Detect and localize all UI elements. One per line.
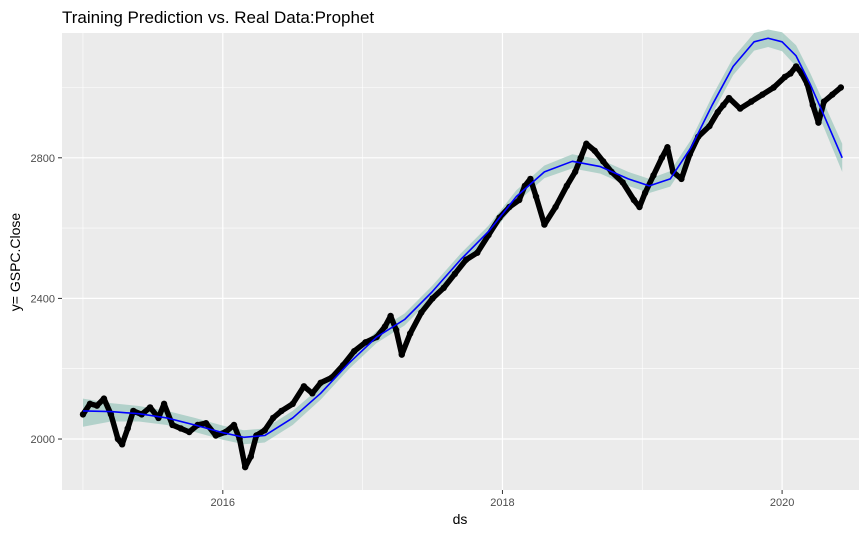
gridlines bbox=[62, 33, 859, 490]
actual-point bbox=[809, 101, 817, 109]
actual-point bbox=[571, 168, 579, 176]
actual-point bbox=[100, 395, 108, 402]
actual-point bbox=[829, 91, 836, 98]
actual-point bbox=[787, 70, 794, 77]
actual-point bbox=[247, 453, 254, 460]
chart-title: Training Prediction vs. Real Data:Prophe… bbox=[62, 8, 374, 27]
actual-point bbox=[186, 428, 193, 436]
actual-point bbox=[792, 63, 800, 70]
actual-point bbox=[387, 312, 394, 320]
actual-point bbox=[641, 189, 649, 197]
actual-point bbox=[619, 179, 626, 186]
actual-point bbox=[736, 105, 744, 112]
y-axis-title: y= GSPC.Close bbox=[7, 213, 23, 312]
actual-point bbox=[230, 421, 238, 429]
actual-point bbox=[351, 347, 358, 355]
actual-point bbox=[591, 147, 598, 154]
actual-point bbox=[636, 203, 643, 211]
actual-point bbox=[406, 330, 414, 337]
actual-point bbox=[177, 425, 185, 432]
actual-point bbox=[278, 407, 285, 415]
actual-point bbox=[658, 154, 666, 161]
actual-point bbox=[583, 140, 590, 147]
actual-point bbox=[241, 463, 249, 471]
actual-point bbox=[706, 122, 713, 130]
actual-point bbox=[462, 256, 470, 263]
actual-points-layer bbox=[79, 63, 845, 471]
actual-point bbox=[300, 383, 308, 390]
x-tick-label: 2018 bbox=[490, 497, 514, 509]
actual-point bbox=[86, 400, 94, 408]
actual-point bbox=[289, 400, 296, 408]
actual-point bbox=[440, 284, 447, 292]
actual-point bbox=[516, 196, 523, 204]
actual-point bbox=[146, 404, 154, 411]
actual-point bbox=[362, 339, 369, 346]
y-tick-label: 2400 bbox=[31, 293, 55, 305]
y-tick-label: 2800 bbox=[31, 153, 55, 165]
actual-point bbox=[261, 427, 268, 434]
actual-point bbox=[527, 175, 534, 183]
actual-point bbox=[506, 203, 513, 211]
actual-point bbox=[451, 270, 459, 278]
prediction-line-layer bbox=[82, 37, 843, 439]
actual-point bbox=[114, 435, 122, 443]
actual-point bbox=[759, 91, 766, 98]
actual-point bbox=[541, 221, 548, 228]
actual-point bbox=[532, 193, 540, 200]
actual-point bbox=[781, 73, 789, 81]
actual-point bbox=[107, 411, 115, 418]
actual-point bbox=[118, 441, 126, 448]
actual-point bbox=[599, 158, 607, 165]
actual-point bbox=[429, 295, 436, 302]
actual-point bbox=[664, 144, 671, 151]
actual-point bbox=[79, 411, 87, 418]
actual-point bbox=[820, 98, 828, 105]
y-tick-label: 2000 bbox=[31, 434, 55, 446]
actual-point bbox=[552, 203, 559, 211]
actual-point bbox=[212, 432, 220, 439]
actual-point bbox=[474, 249, 481, 256]
actual-point bbox=[563, 182, 570, 190]
actual-point bbox=[837, 84, 845, 91]
x-tick-label: 2016 bbox=[211, 497, 235, 509]
actual-point bbox=[720, 101, 727, 109]
actual-point bbox=[714, 108, 721, 116]
actual-point bbox=[160, 400, 168, 408]
actual-point bbox=[269, 414, 277, 422]
actual-point bbox=[381, 323, 389, 330]
actual-point bbox=[124, 425, 131, 432]
actual-point bbox=[202, 420, 210, 427]
actual-point bbox=[317, 379, 324, 386]
actual-point bbox=[169, 421, 176, 429]
actual-point bbox=[577, 154, 584, 161]
actual-point bbox=[93, 402, 101, 409]
actual-point bbox=[392, 326, 400, 334]
actual-point bbox=[650, 172, 657, 179]
actual-point bbox=[748, 98, 755, 105]
actual-point bbox=[678, 175, 685, 183]
actual-point bbox=[418, 309, 425, 316]
x-axis-title: ds bbox=[453, 511, 468, 527]
actual-point bbox=[398, 351, 405, 358]
actual-point bbox=[630, 196, 638, 204]
actual-point bbox=[309, 390, 316, 397]
actual-point bbox=[725, 94, 733, 102]
prediction-line bbox=[82, 37, 843, 439]
axis-ticks: 2016 2018 2020 2000 2400 2800 bbox=[31, 153, 795, 509]
actual-point bbox=[815, 119, 822, 126]
x-tick-label: 2020 bbox=[770, 497, 794, 509]
actual-point bbox=[770, 84, 777, 91]
